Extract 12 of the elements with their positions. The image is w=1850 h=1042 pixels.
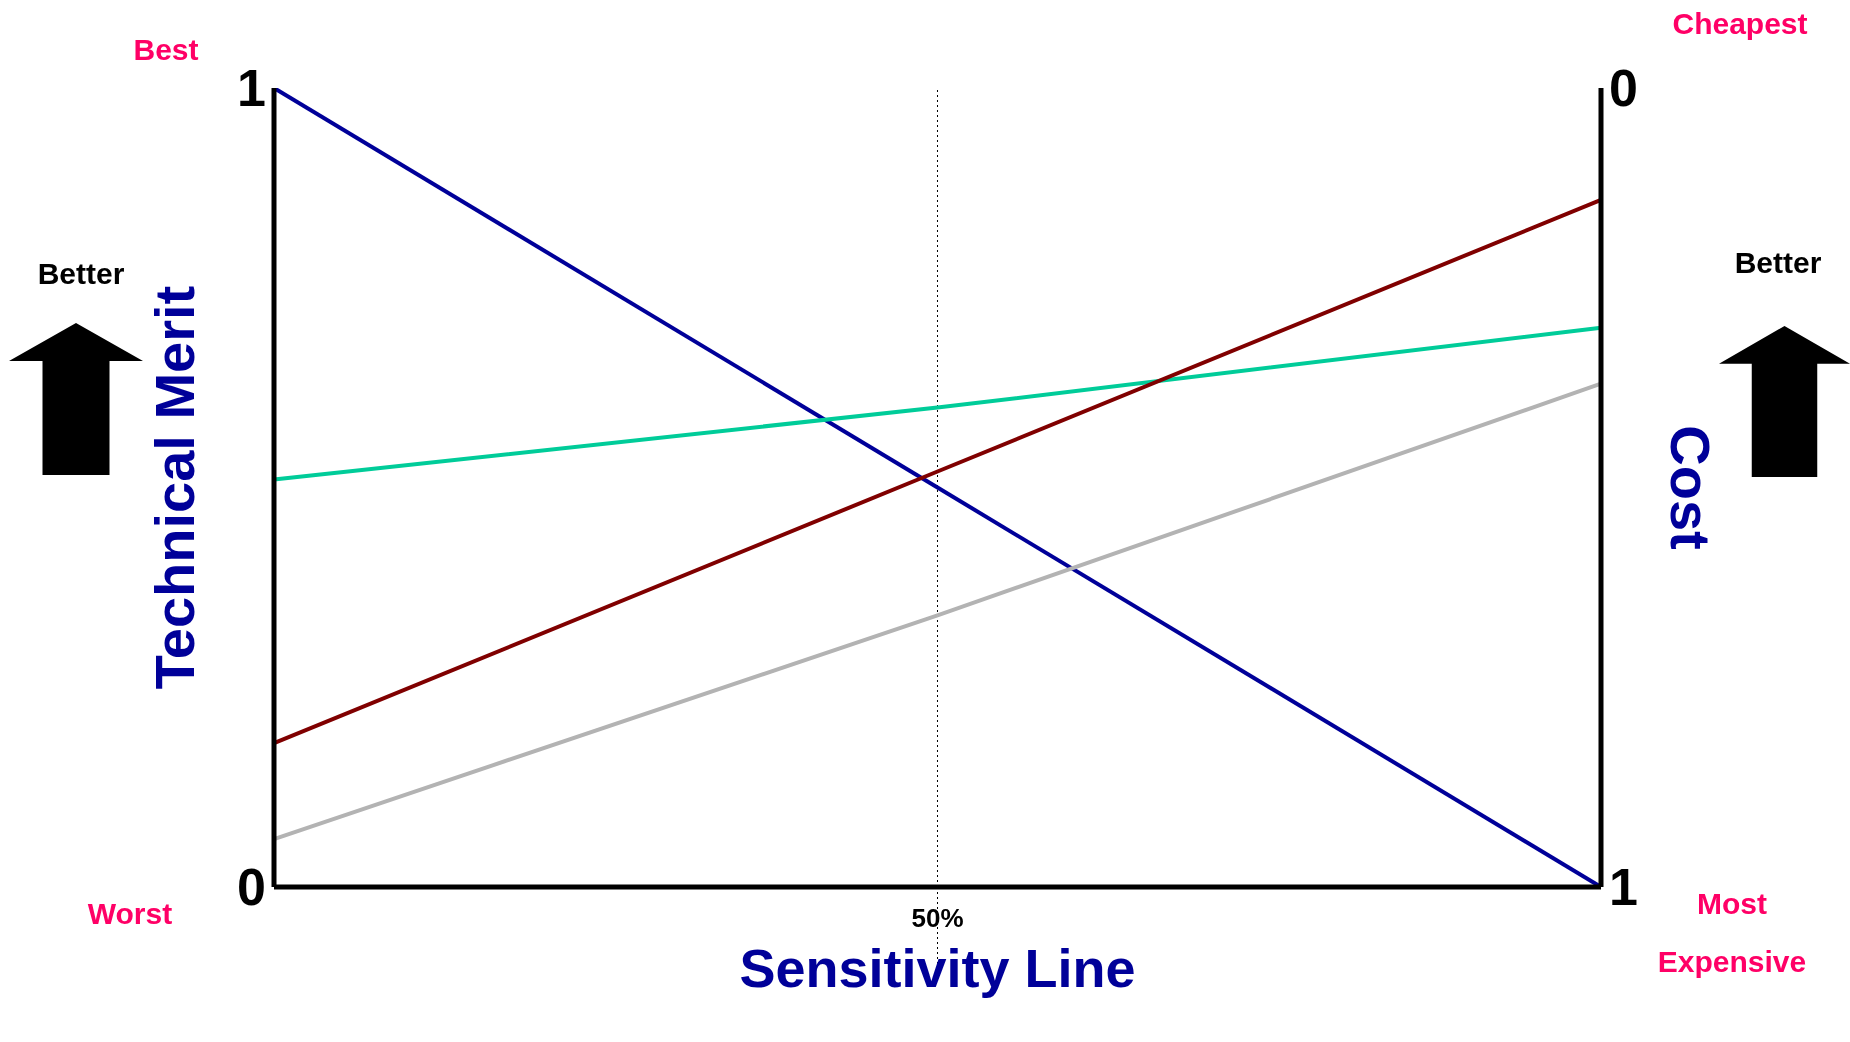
y2-axis-title: Cost — [1659, 425, 1723, 550]
y2-tick-label: 1 — [1609, 858, 1638, 917]
text: Better — [1733, 245, 1823, 281]
y2-tick-label: 0 — [1609, 59, 1638, 118]
x-axis-title: Sensitivity Line — [739, 938, 1136, 998]
text: Better — [37, 257, 125, 290]
text: Best — [133, 33, 199, 66]
y-axis-title: Technical Merit — [142, 285, 206, 690]
text: Cheapest — [1671, 6, 1809, 42]
text: Worst — [86, 896, 174, 932]
text: Most Expensive — [1656, 886, 1808, 980]
x-tick-label: 50% — [911, 903, 964, 934]
